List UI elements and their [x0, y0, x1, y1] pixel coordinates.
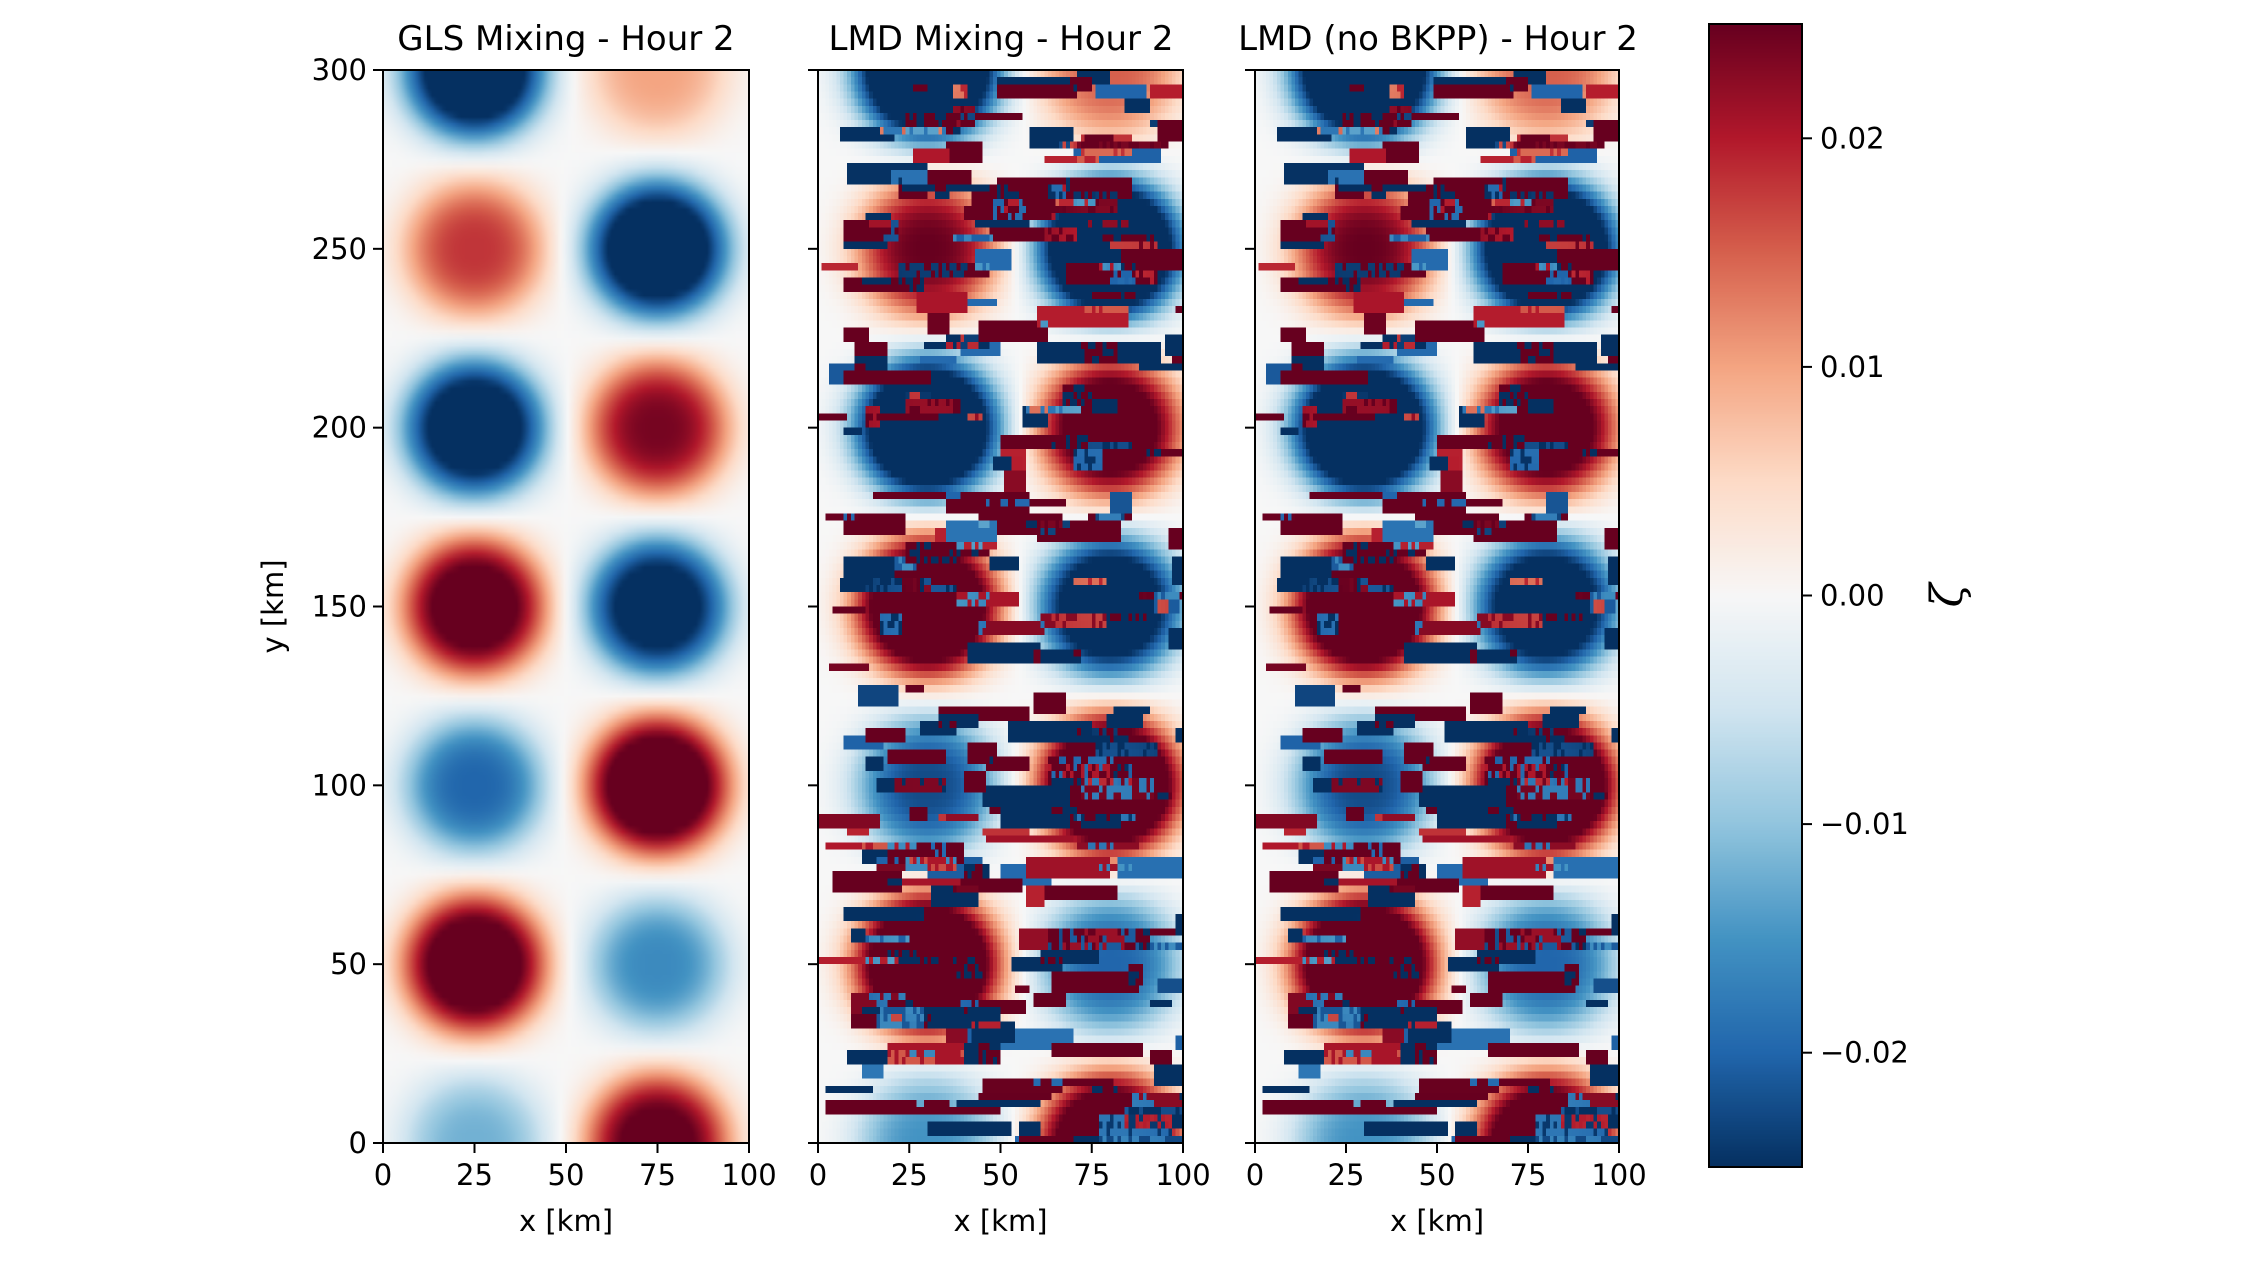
x-tick-label: 100 — [1591, 1158, 1646, 1192]
heatmap-panel-lmd-no-bkpp — [1255, 70, 1619, 1143]
colorbar-label: ζ — [1922, 580, 1973, 607]
colorbar-tick-label: 0.01 — [1820, 350, 1885, 384]
x-tick-label: 100 — [1155, 1158, 1210, 1192]
y-tick-label: 250 — [312, 232, 367, 266]
y-tick-label: 300 — [312, 53, 367, 87]
axes-frame — [817, 69, 1184, 1144]
y-tick-label: 0 — [349, 1126, 367, 1160]
y-tick-label: 200 — [312, 411, 367, 445]
colorbar-tick-label: −0.01 — [1820, 807, 1909, 841]
axes-frame — [1254, 69, 1620, 1144]
y-axis-label: y [km] — [256, 559, 290, 653]
x-axis-label: x [km] — [953, 1204, 1047, 1238]
y-tick-label: 50 — [330, 947, 367, 981]
x-tick-label: 50 — [1419, 1158, 1456, 1192]
x-axis-label: x [km] — [1390, 1204, 1484, 1238]
x-tick-label: 50 — [548, 1158, 585, 1192]
x-tick-label: 0 — [1246, 1158, 1264, 1192]
x-tick-label: 25 — [891, 1158, 928, 1192]
x-tick-label: 100 — [721, 1158, 776, 1192]
x-tick-label: 75 — [1510, 1158, 1547, 1192]
panel-title-gls: GLS Mixing - Hour 2 — [397, 19, 734, 59]
x-tick-label: 75 — [639, 1158, 676, 1192]
x-tick-label: 50 — [982, 1158, 1019, 1192]
x-tick-label: 75 — [1073, 1158, 1110, 1192]
x-tick-label: 0 — [809, 1158, 827, 1192]
heatmap-panel-gls — [383, 70, 749, 1143]
axes-frame — [382, 69, 750, 1144]
panel-title-lmd-no-bkpp: LMD (no BKPP) - Hour 2 — [1238, 19, 1638, 59]
colorbar-tick-label: 0.00 — [1820, 579, 1885, 613]
colorbar-frame — [1708, 23, 1803, 1168]
x-tick-label: 25 — [456, 1158, 493, 1192]
x-tick-label: 25 — [1328, 1158, 1365, 1192]
colorbar-tick-label: −0.02 — [1820, 1036, 1909, 1070]
heatmap-panel-lmd — [818, 70, 1183, 1143]
y-tick-label: 150 — [312, 590, 367, 624]
y-tick-label: 100 — [312, 768, 367, 802]
x-axis-label: x [km] — [519, 1204, 613, 1238]
colorbar-tick-label: 0.02 — [1820, 121, 1885, 155]
colorbar-gradient — [1709, 24, 1802, 1167]
x-tick-label: 0 — [374, 1158, 392, 1192]
panel-title-lmd: LMD Mixing - Hour 2 — [829, 19, 1174, 59]
